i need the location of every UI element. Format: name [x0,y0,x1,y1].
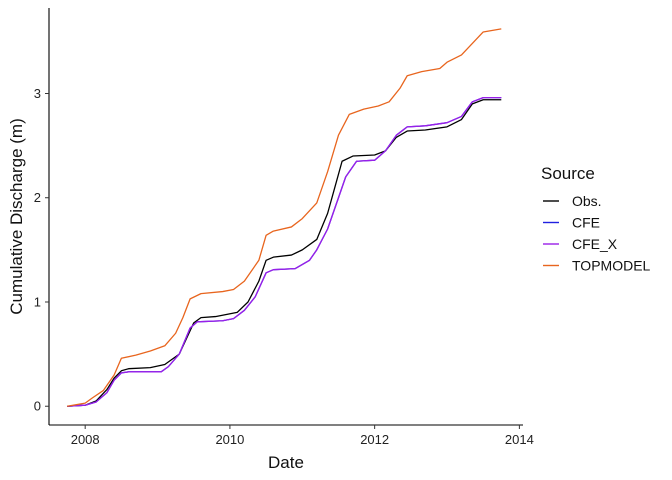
series-line-cfe [67,97,502,407]
legend-item: Obs. [543,193,602,209]
legend-title: Source [541,164,595,183]
legend-label: CFE [572,215,600,231]
x-tick-label: 2012 [360,432,389,447]
y-tick-label: 2 [34,190,41,205]
series-line-topmodel [66,28,502,407]
plot-area [66,28,502,407]
x-tick-label: 2014 [505,432,534,447]
y-tick-label: 1 [34,294,41,309]
legend: Source Obs. CFE CFE_X TOPMODEL [541,164,651,274]
axes: 2008 2010 2012 2014 0 1 2 3 Date Cumulative Disch… [7,8,534,472]
y-tick-label: 3 [34,86,41,101]
y-tick-label: 0 [34,399,41,414]
series-line-obs [67,99,502,407]
x-tick-label: 2008 [71,432,100,447]
x-tick-label: 2010 [215,432,244,447]
y-axis-title: Cumulative Discharge (m) [7,118,26,315]
series-line-cfe-x [67,97,502,407]
legend-label: TOPMODEL [572,258,651,274]
legend-label: CFE_X [572,236,618,252]
legend-item: TOPMODEL [543,258,651,274]
x-axis-title: Date [268,453,304,472]
legend-label: Obs. [572,193,602,209]
legend-item: CFE [543,215,600,231]
legend-item: CFE_X [543,236,618,252]
